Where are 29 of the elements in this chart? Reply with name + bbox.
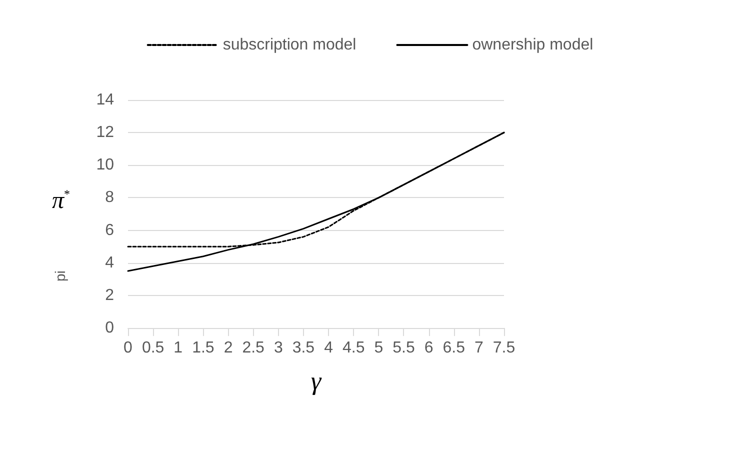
y-tick-label: 2 — [105, 286, 114, 304]
y-tick-label: 10 — [96, 156, 114, 174]
x-tick-label: 7.5 — [492, 340, 516, 356]
x-tick-label: 2 — [224, 340, 233, 356]
y-tick-label: 6 — [105, 222, 114, 239]
x-tick-label: 4.5 — [342, 340, 365, 356]
legend-label: subscription model — [222, 36, 356, 54]
y-axis-title: pi — [52, 270, 68, 282]
x-tick-label: 4 — [324, 340, 334, 356]
y-tick-label: 0 — [105, 320, 114, 336]
text: π* — [52, 187, 70, 214]
x-tick-label: 6 — [424, 340, 434, 356]
y-tick-label: 14 — [96, 92, 114, 108]
x-tick-label: 1.5 — [192, 340, 214, 356]
x-tick-label: 0.5 — [142, 340, 164, 356]
y-tick-label: 4 — [105, 254, 114, 272]
x-axis-title: γ — [310, 366, 322, 396]
y-tick-label: 8 — [105, 189, 114, 206]
x-tick-label: 3 — [274, 340, 283, 356]
x-tick-label: 7 — [474, 340, 484, 356]
x-tick-label: 5 — [374, 340, 384, 356]
x-tick-label: 2.5 — [242, 340, 265, 356]
x-tick-label: 5.5 — [392, 340, 415, 356]
x-tick-label: 1 — [174, 340, 183, 356]
x-tick-label: 3.5 — [292, 340, 315, 356]
legend-label: ownership model — [472, 36, 594, 54]
x-tick-label: 0 — [124, 340, 133, 356]
x-tick-label: 6.5 — [442, 340, 466, 356]
y-tick-label: 12 — [96, 124, 114, 142]
